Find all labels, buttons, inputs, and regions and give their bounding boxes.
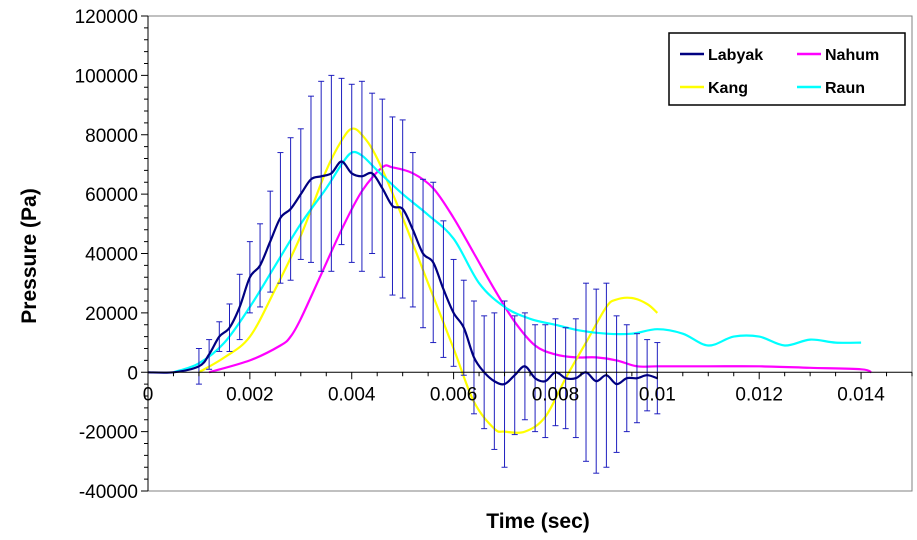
y-tick-label: 40000 <box>85 245 138 266</box>
series-labyak <box>147 74 661 474</box>
legend-label-raun: Raun <box>825 80 865 97</box>
x-tick-label: 0.006 <box>430 384 478 405</box>
y-axis-title: Pressure (Pa) <box>18 188 41 323</box>
y-tick-label: -20000 <box>79 423 138 444</box>
legend-item-kang: Kang <box>680 80 748 97</box>
x-axis-title: Time (sec) <box>486 510 590 533</box>
y-tick-label: 100000 <box>75 66 138 87</box>
y-tick-label: 120000 <box>75 7 138 28</box>
y-tick-label: 60000 <box>85 185 138 206</box>
legend-label-kang: Kang <box>708 80 748 97</box>
axes-layer: 0 0.002 0.004 0.006 0.008 0.01 0.012 0.014 -4000… <box>75 7 913 503</box>
legend-item-raun: Raun <box>797 80 865 97</box>
y-tick-label: 80000 <box>85 126 138 147</box>
legend-item-nahum: Nahum <box>797 47 879 64</box>
legend-box <box>668 32 906 106</box>
x-tick-label: 0.008 <box>532 384 580 405</box>
series-nahum <box>208 164 872 374</box>
legend-label-labyak: Labyak <box>708 47 763 64</box>
legend-label-nahum: Nahum <box>825 47 879 64</box>
legend-items: Labyak Nahum Kang Raun <box>680 47 879 97</box>
x-tick-label: 0.002 <box>226 384 274 405</box>
x-tick-label: 0.01 <box>639 384 676 405</box>
x-tick-label: 0.014 <box>837 384 885 405</box>
y-tick-label: 20000 <box>85 304 138 325</box>
series-line-raun <box>173 150 862 374</box>
series-line-labyak <box>147 160 658 386</box>
legend-item-labyak: Labyak <box>680 47 763 64</box>
x-tick-label: 0.004 <box>328 384 376 405</box>
series-layer <box>147 74 872 474</box>
y-tick-label: -40000 <box>79 482 138 503</box>
x-tick-label: 0.012 <box>735 384 783 405</box>
y-tick-label: 0 <box>127 363 138 384</box>
series-line-nahum <box>208 164 872 374</box>
series-raun <box>173 150 862 374</box>
legend: Labyak Nahum Kang Raun <box>668 32 906 106</box>
